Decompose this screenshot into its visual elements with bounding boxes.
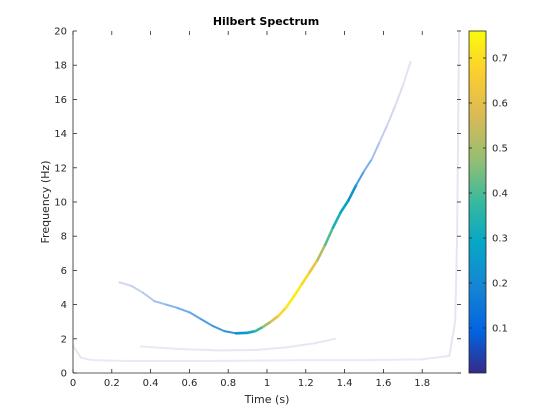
y-tick-label: 12 [54, 163, 67, 174]
y-tick-label: 0 [61, 369, 67, 380]
trace-segment [370, 141, 381, 161]
trace-segment [246, 329, 257, 335]
trace-segment [246, 359, 307, 362]
trace-segment [139, 345, 181, 351]
trace-segment [378, 124, 389, 144]
trace-segment [200, 318, 214, 327]
trace-segment [448, 320, 457, 357]
colorbar-tick-label: 0.1 [492, 324, 508, 335]
trace-segment [363, 358, 424, 362]
trace-segment [457, 30, 461, 135]
trace-segment [165, 303, 179, 310]
trace-segment [401, 60, 412, 87]
colorbar-tick-label: 0.2 [492, 279, 508, 290]
trace-segment [118, 281, 133, 287]
trace-segment [217, 348, 259, 352]
x-tick-label: 0.4 [143, 378, 159, 389]
spectrum-traces [72, 30, 461, 363]
x-tick-label: 1.4 [337, 378, 353, 389]
y-tick-label: 20 [54, 27, 67, 38]
x-tick-label: 0 [70, 378, 76, 389]
trace-segment [347, 183, 358, 202]
colorbar-tick-label: 0.4 [492, 189, 508, 200]
trace-segment [314, 337, 336, 345]
colorbar-tick-label: 0.7 [492, 54, 508, 65]
trace-segment [331, 210, 343, 229]
y-ticks: 0 2 4 6 8 10 12 14 16 18 20 [54, 27, 461, 380]
trace-3 [139, 337, 336, 352]
trace-segment [355, 170, 365, 186]
trace-segment [323, 226, 335, 247]
x-ticks: 0 0.2 0.4 0.6 0.8 1 1.2 1.4 1.6 1.8 [70, 31, 430, 389]
colorbar [468, 30, 487, 374]
x-axis-label: Time (s) [244, 393, 290, 406]
y-tick-label: 16 [54, 95, 67, 106]
trace-segment [277, 305, 288, 318]
x-tick-label: 0.8 [220, 378, 236, 389]
trace-segment [386, 105, 397, 127]
y-tick-label: 2 [61, 334, 67, 345]
trace-segment [292, 282, 304, 298]
trace-segment [454, 235, 459, 323]
trace-segment [254, 325, 265, 333]
y-tick-label: 4 [61, 300, 67, 311]
trace-segment [72, 344, 82, 359]
y-tick-label: 14 [54, 129, 67, 140]
x-tick-label: 1.2 [298, 378, 314, 389]
trace-segment [421, 354, 451, 361]
trace-segment [316, 243, 327, 262]
chart-title: Hilbert Spectrum [213, 15, 319, 28]
trace-segment [141, 291, 156, 303]
y-axis-label: Frequency (Hz) [39, 161, 52, 244]
colorbar-tick-label: 0.6 [492, 99, 508, 110]
trace-segment [130, 284, 144, 294]
y-tick-label: 8 [61, 232, 67, 243]
trace-segment [234, 331, 249, 335]
y-tick-label: 6 [61, 266, 67, 277]
trace-segment [285, 294, 296, 309]
y-tick-label: 10 [54, 198, 67, 209]
trace-segment [153, 300, 168, 306]
trace-segment [261, 320, 273, 329]
trace-segment [456, 132, 460, 238]
trace-segment [176, 307, 191, 314]
trace-2 [72, 30, 461, 363]
x-tick-label: 1.6 [375, 378, 391, 389]
x-tick-label: 0.2 [104, 378, 120, 389]
trace-segment [363, 158, 373, 173]
x-tick-label: 0.6 [181, 378, 197, 389]
trace-segment [178, 348, 220, 352]
trace-segment [256, 346, 288, 351]
trace-1 [118, 60, 412, 335]
trace-segment [269, 314, 280, 324]
trace-segment [223, 330, 237, 335]
trace-segment [339, 198, 350, 214]
trace-segment [308, 258, 319, 274]
x-tick-label: 1.8 [414, 378, 430, 389]
colorbar-tick-label: 0.3 [492, 234, 508, 245]
trace-segment [300, 270, 311, 286]
plot-area [73, 31, 461, 373]
colorbar-ticks: 0.1 0.2 0.3 0.4 0.5 0.6 0.7 [469, 54, 508, 335]
trace-segment [394, 84, 404, 108]
trace-segment [91, 359, 133, 363]
y-tick-label: 18 [54, 61, 67, 72]
trace-segment [79, 356, 94, 362]
trace-segment [188, 311, 203, 321]
colorbar-tick-label: 0.5 [492, 144, 508, 155]
trace-segment [285, 342, 317, 349]
trace-segment [211, 324, 226, 333]
x-tick-label: 1 [264, 378, 270, 389]
